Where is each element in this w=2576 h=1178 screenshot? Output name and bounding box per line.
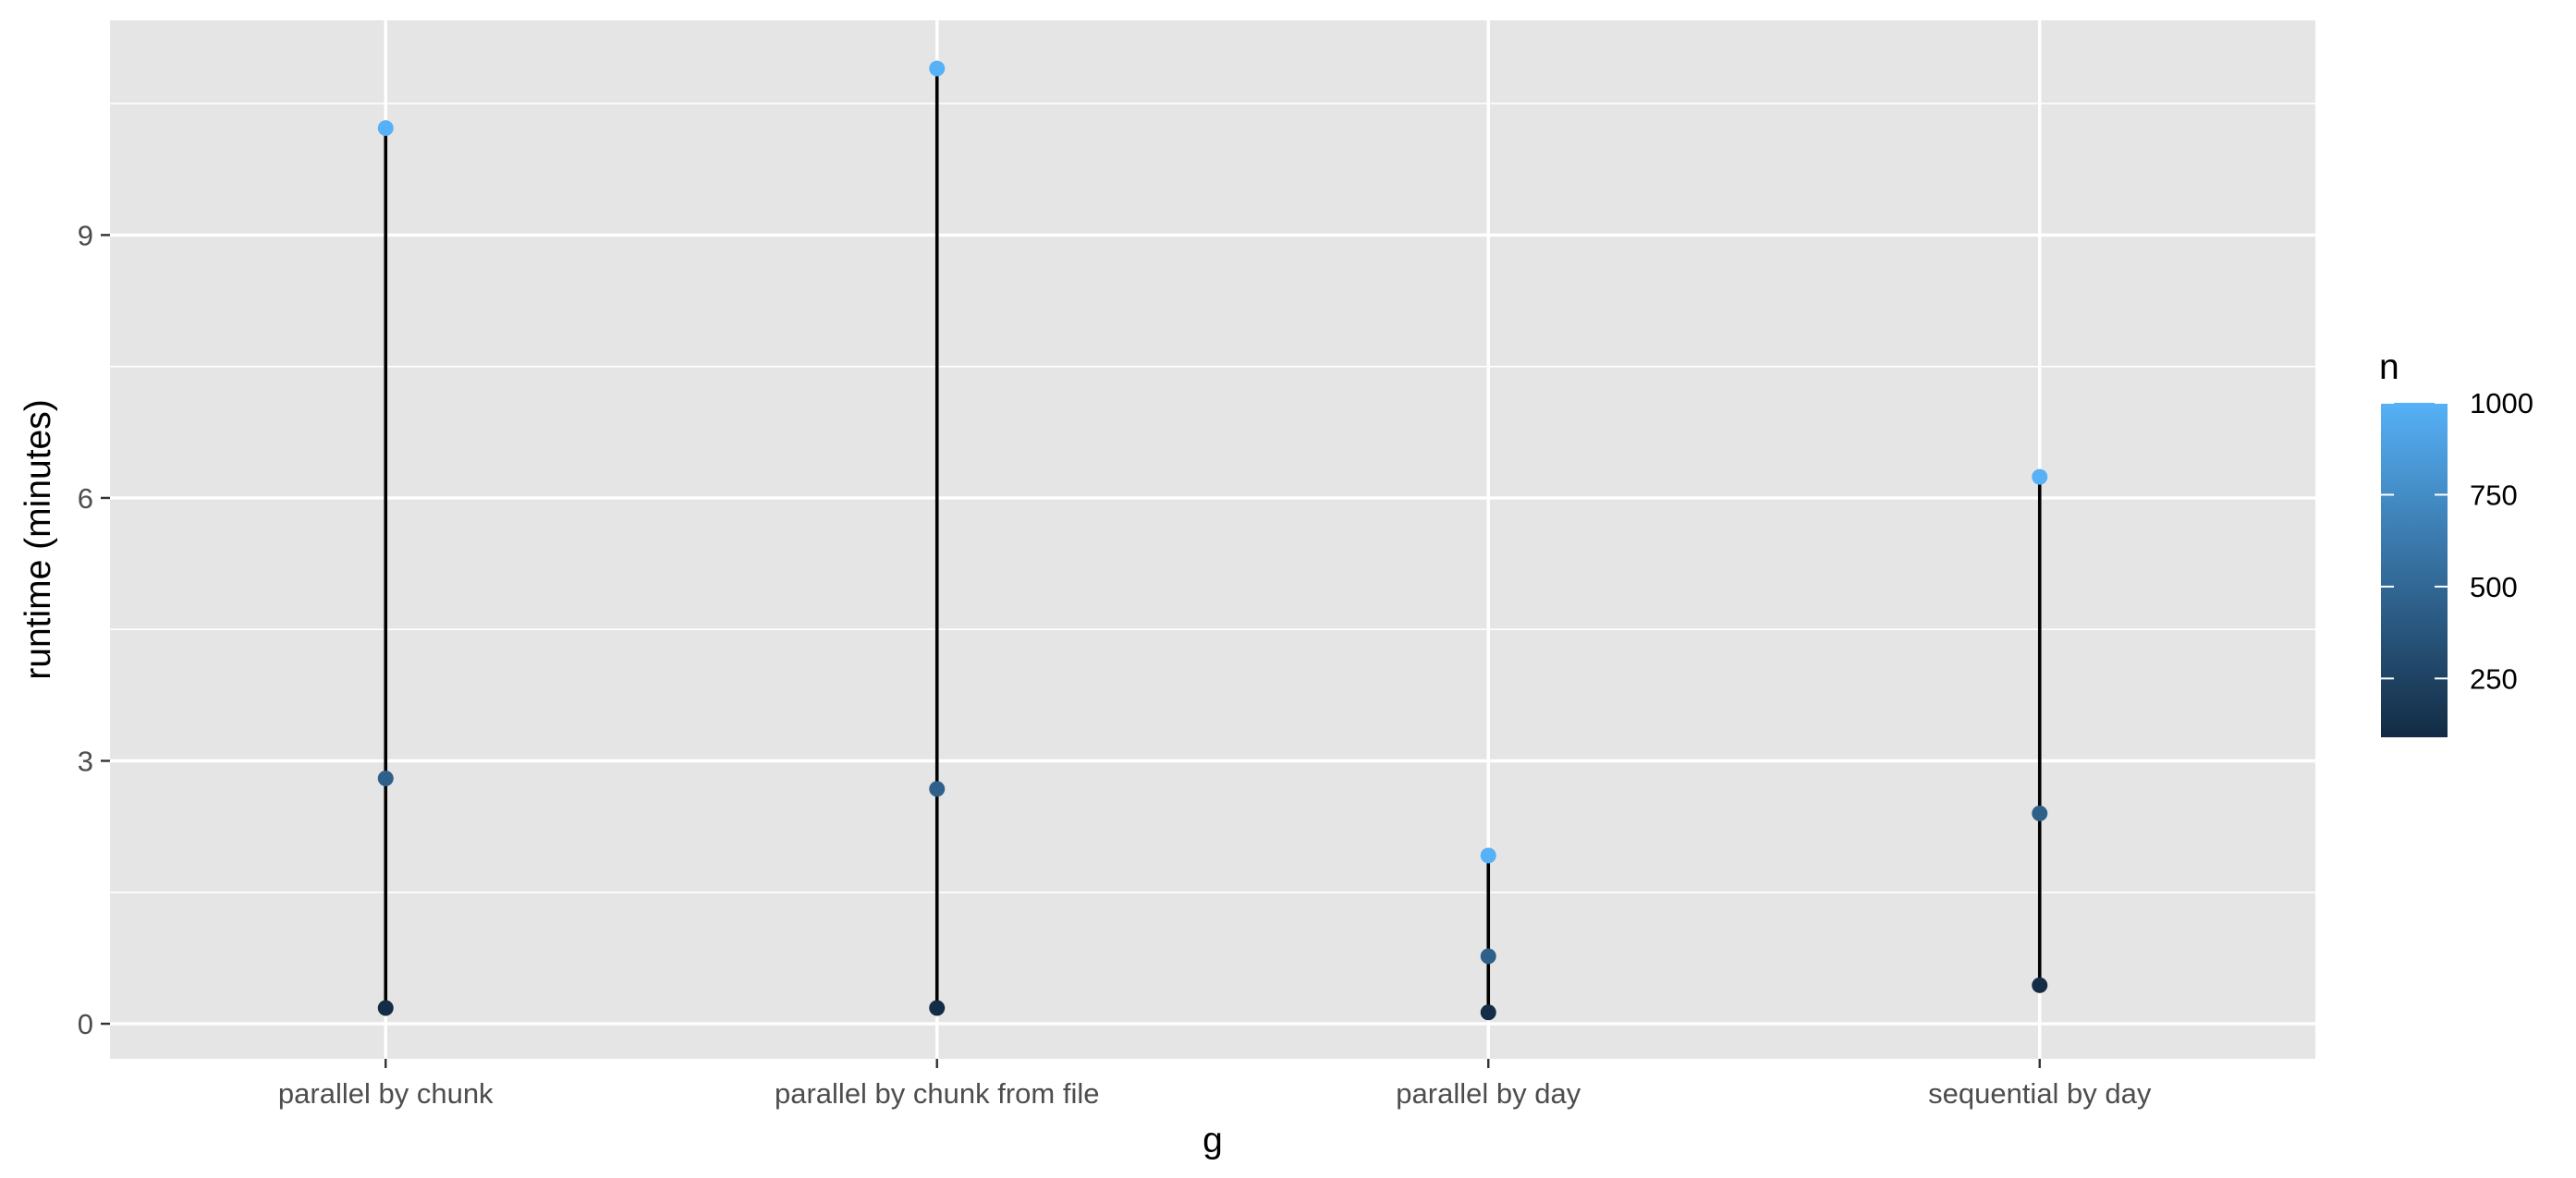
data-point-0 <box>377 1000 394 1016</box>
plot-panel <box>110 20 2315 1059</box>
y-axis-title: runtime (minutes) <box>18 399 58 679</box>
data-points <box>377 60 2048 1021</box>
data-point-5 <box>929 60 946 77</box>
data-point-11 <box>2032 468 2048 485</box>
y-tick-label-1: 3 <box>78 746 93 778</box>
data-point-3 <box>929 1000 946 1016</box>
data-point-8 <box>1480 847 1496 864</box>
legend-tick-label-1: 500 <box>2470 571 2518 603</box>
x-tick-label-0: parallel by chunk <box>278 1077 494 1110</box>
y-tick-label-2: 6 <box>78 482 93 515</box>
legend-tick-label-2: 750 <box>2470 479 2518 511</box>
data-point-1 <box>377 770 394 786</box>
legend-tick-label-0: 250 <box>2470 662 2518 695</box>
legend-colorbar <box>2381 403 2448 737</box>
range-lines <box>384 68 2042 1013</box>
y-tick-label-3: 9 <box>78 219 93 251</box>
color-legend: n 250 500 750 1000 <box>2379 347 2533 737</box>
legend-title: n <box>2379 347 2399 387</box>
x-tick-label-3: sequential by day <box>1928 1077 2152 1110</box>
legend-ticks: 250 500 750 1000 <box>2381 387 2533 695</box>
y-tick-label-0: 0 <box>78 1008 93 1040</box>
x-axis-title: g <box>1203 1121 1223 1160</box>
data-point-6 <box>1480 1004 1496 1021</box>
legend-tick-label-3: 1000 <box>2470 387 2533 419</box>
x-tick-label-2: parallel by day <box>1396 1077 1581 1110</box>
data-point-7 <box>1480 948 1496 965</box>
data-point-4 <box>929 781 946 797</box>
y-axis: 0 3 6 9 <box>78 219 110 1040</box>
data-point-9 <box>2032 977 2048 993</box>
data-point-10 <box>2032 805 2048 821</box>
x-tick-label-1: parallel by chunk from file <box>775 1077 1100 1110</box>
grid-minor <box>110 103 2315 893</box>
data-point-2 <box>377 120 394 137</box>
x-axis: parallel by chunk parallel by chunk from … <box>278 1059 2152 1110</box>
